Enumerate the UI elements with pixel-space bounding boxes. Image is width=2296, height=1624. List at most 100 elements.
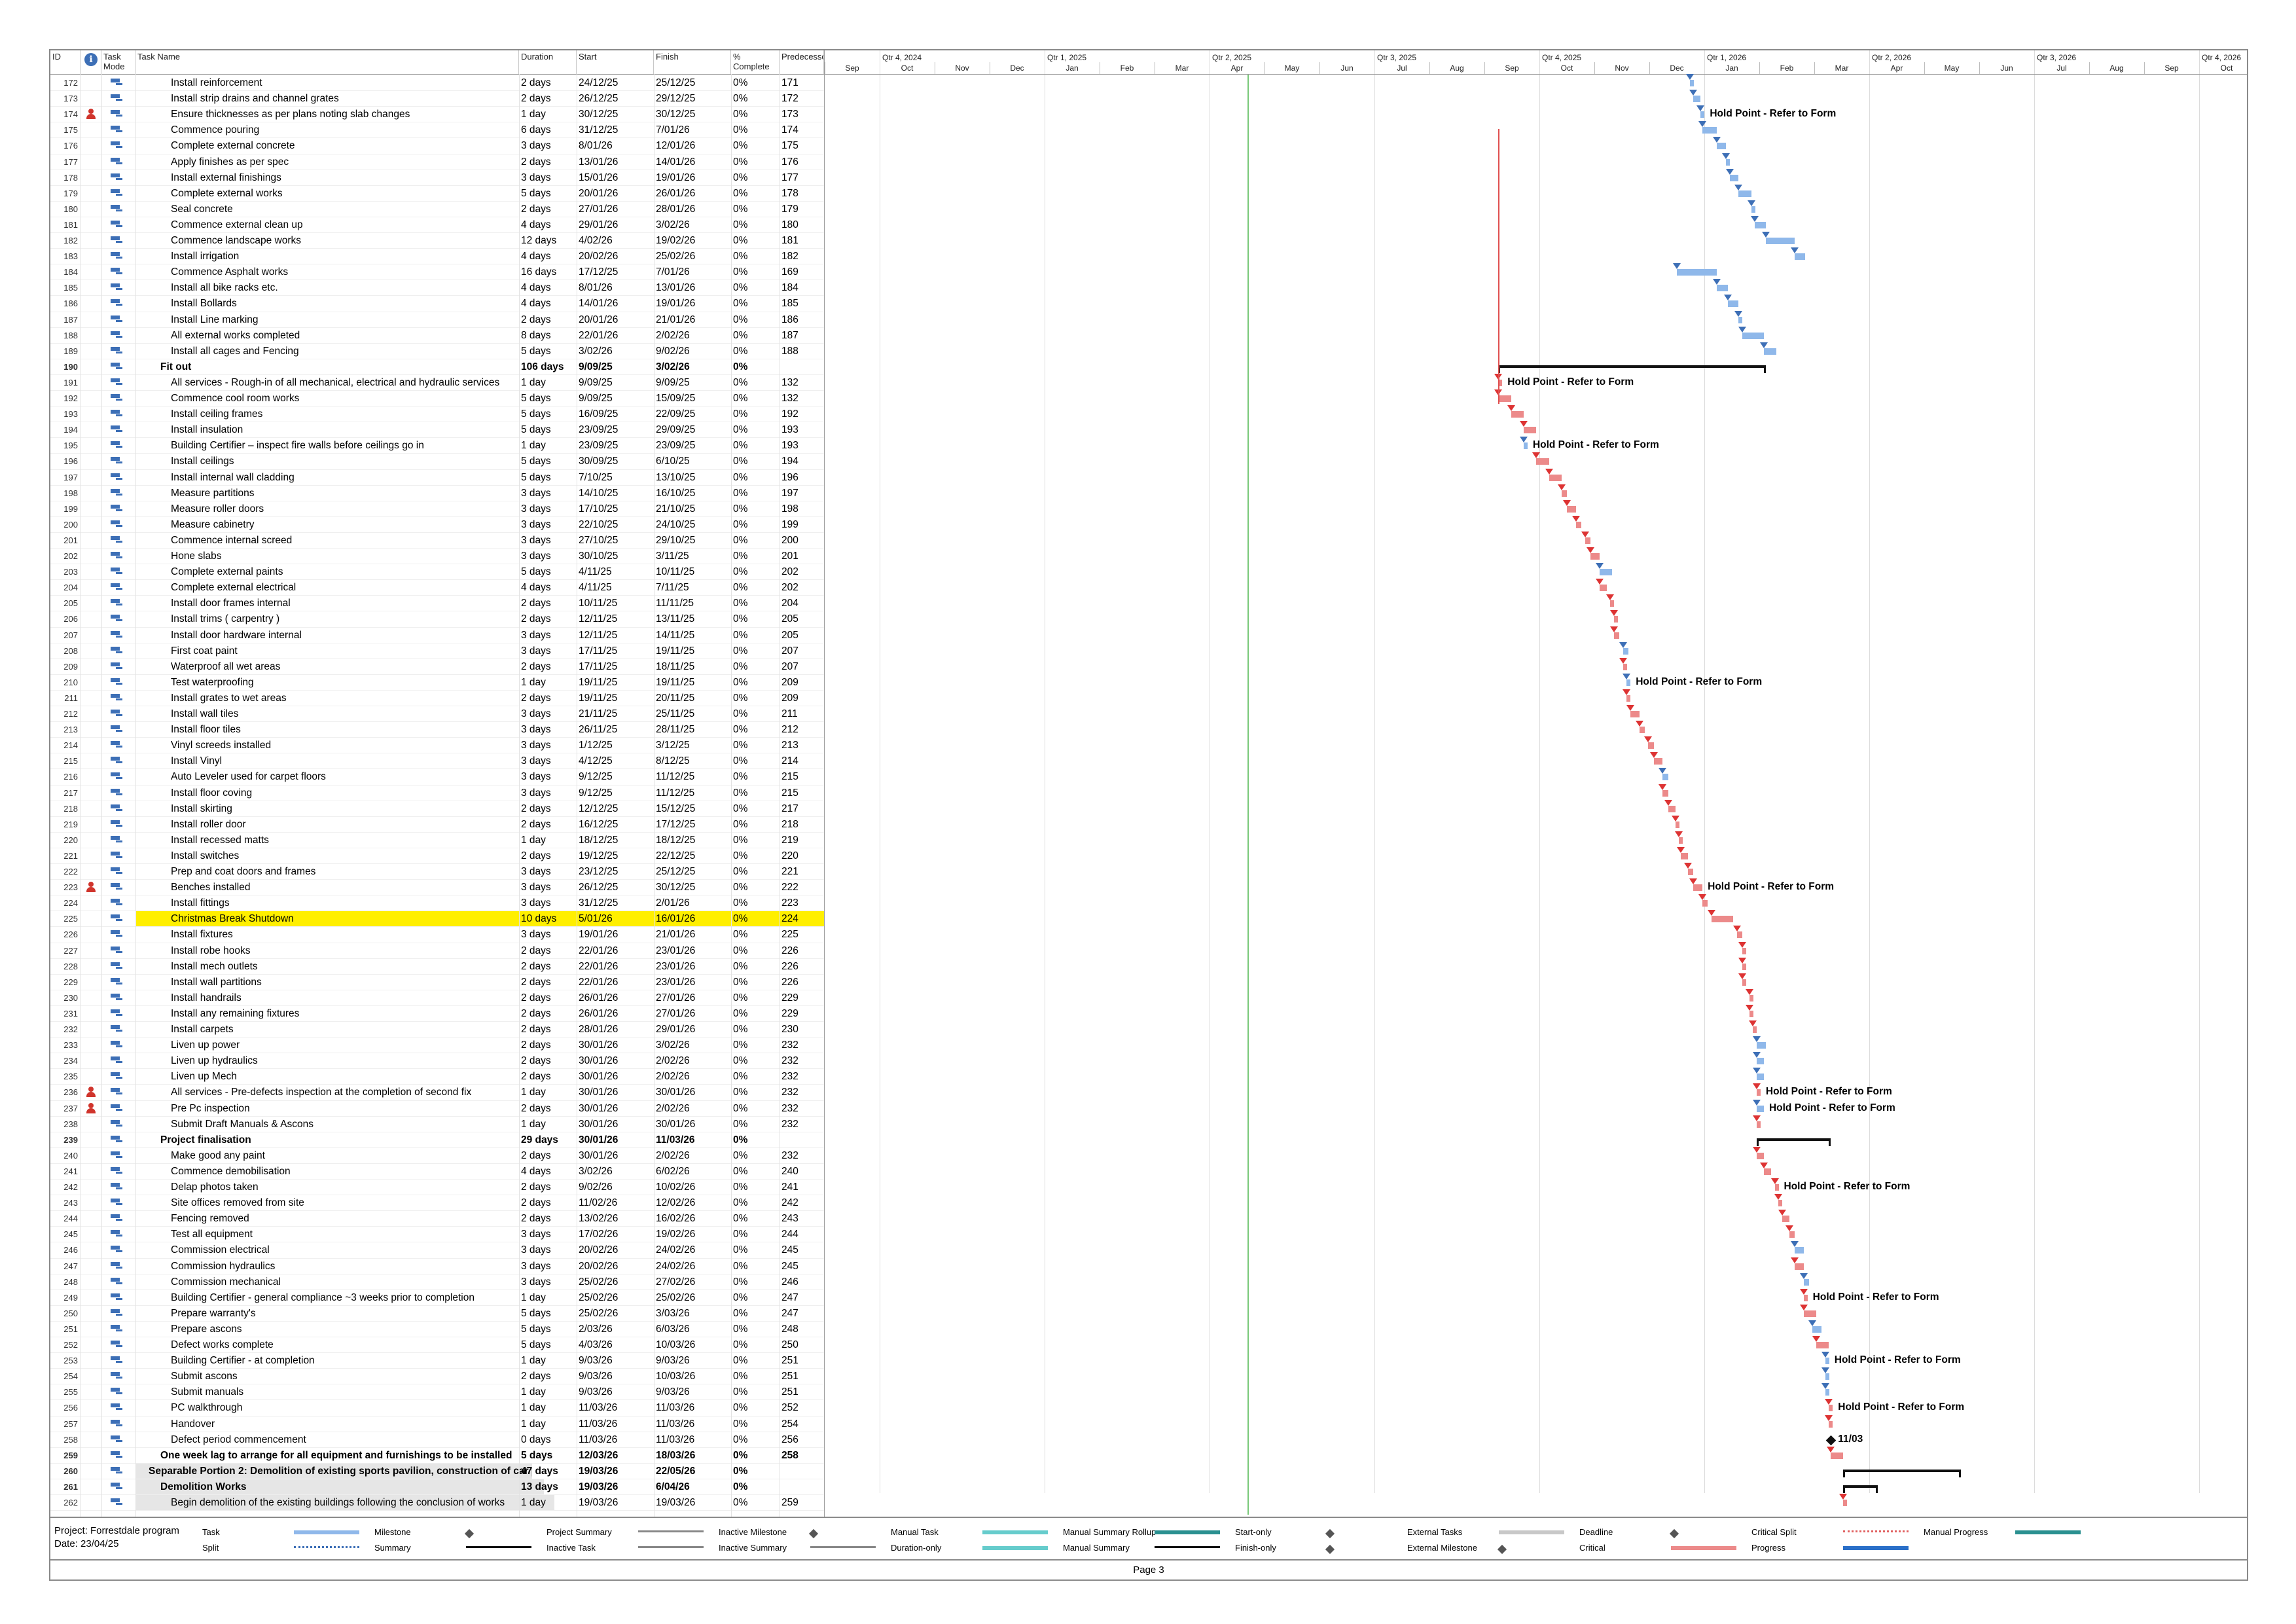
task-start[interactable]: 10/11/25: [579, 598, 618, 609]
table-row[interactable]: 233 Liven up power 2 days 30/01/26 3/02/26 0%…: [50, 1038, 824, 1053]
task-bar[interactable]: [1756, 1089, 1761, 1096]
task-predecessors[interactable]: 171: [781, 77, 798, 88]
task-predecessors[interactable]: 186: [781, 314, 798, 325]
task-finish[interactable]: 9/02/26: [656, 345, 690, 357]
task-bar[interactable]: [1756, 1074, 1764, 1081]
table-row[interactable]: 234 Liven up hydraulics 2 days 30/01/26 2/02…: [50, 1053, 824, 1068]
task-duration[interactable]: 3 days: [521, 1260, 551, 1272]
task-id[interactable]: 210: [63, 677, 78, 687]
task-duration[interactable]: 2 days: [521, 203, 551, 215]
task-predecessors[interactable]: 226: [781, 976, 798, 988]
task-id[interactable]: 238: [63, 1119, 78, 1129]
table-row[interactable]: 208 First coat paint 3 days 17/11/25 19/11/2…: [50, 643, 824, 659]
task-duration[interactable]: 2 days: [521, 156, 551, 168]
task-bar[interactable]: [1717, 285, 1728, 292]
task-start[interactable]: 20/02/26: [579, 1244, 619, 1256]
task-start[interactable]: 16/12/25: [579, 818, 619, 830]
task-bar[interactable]: [1662, 789, 1668, 797]
task-start[interactable]: 3/02/26: [579, 345, 613, 357]
task-bar[interactable]: [1803, 1294, 1808, 1301]
task-finish[interactable]: 14/11/25: [656, 629, 695, 641]
task-start[interactable]: 9/03/26: [579, 1371, 613, 1382]
task-name[interactable]: Building Certifier - at completion: [171, 1355, 315, 1367]
task-percent-complete[interactable]: 0%: [733, 187, 748, 199]
task-duration[interactable]: 3 days: [521, 1276, 551, 1288]
task-duration[interactable]: 5 days: [521, 393, 551, 404]
task-predecessors[interactable]: 222: [781, 882, 798, 893]
task-finish[interactable]: 11/03/26: [656, 1434, 695, 1445]
task-percent-complete[interactable]: 0%: [733, 945, 748, 956]
task-name[interactable]: Complete external concrete: [171, 140, 295, 152]
task-percent-complete[interactable]: 0%: [733, 1149, 748, 1161]
task-start[interactable]: 30/01/26: [579, 1087, 619, 1098]
task-name[interactable]: Install Line marking: [171, 314, 259, 325]
task-finish[interactable]: 7/01/26: [656, 266, 690, 278]
task-duration[interactable]: 1 day: [521, 1087, 546, 1098]
task-bar[interactable]: [1763, 348, 1777, 355]
table-row[interactable]: 259 One week lag to arrange for all equip…: [50, 1448, 824, 1463]
task-name[interactable]: Liven up power: [171, 1039, 240, 1051]
task-percent-complete[interactable]: 0%: [733, 976, 748, 988]
task-bar[interactable]: [1829, 1420, 1833, 1428]
task-name[interactable]: Demolition Works: [135, 1479, 544, 1494]
table-row[interactable]: 206 Install trims ( carpentry ) 2 days 12/1…: [50, 611, 824, 626]
task-name[interactable]: Fencing removed: [171, 1213, 249, 1225]
table-row[interactable]: 227 Install robe hooks 2 days 22/01/26 23/01…: [50, 943, 824, 958]
task-percent-complete[interactable]: 0%: [733, 1024, 748, 1035]
task-start[interactable]: 26/12/25: [579, 882, 619, 893]
table-row[interactable]: 257 Handover 1 day 11/03/26 11/03/26 0% 254: [50, 1416, 824, 1432]
task-start[interactable]: 28/01/26: [579, 1024, 619, 1035]
task-id[interactable]: 199: [63, 503, 78, 514]
task-bar[interactable]: [1511, 411, 1524, 418]
table-row[interactable]: 216 Auto Leveler used for carpet floors 3 …: [50, 769, 824, 784]
task-id[interactable]: 188: [63, 330, 78, 340]
task-percent-complete[interactable]: 0%: [733, 834, 748, 846]
task-duration[interactable]: 1 day: [521, 1402, 546, 1414]
table-row[interactable]: 219 Install roller door 2 days 16/12/25 17/1…: [50, 817, 824, 832]
task-predecessors[interactable]: 176: [781, 156, 798, 168]
task-percent-complete[interactable]: 0%: [733, 929, 748, 941]
task-finish[interactable]: 23/01/26: [656, 945, 696, 956]
task-percent-complete[interactable]: 0%: [733, 171, 748, 183]
task-name[interactable]: Vinyl screeds installed: [171, 740, 272, 751]
task-start[interactable]: 19/03/26: [579, 1481, 619, 1492]
table-row[interactable]: 252 Defect works complete 5 days 4/03/26 10/…: [50, 1337, 824, 1352]
task-id[interactable]: 230: [63, 992, 78, 1003]
task-start[interactable]: 19/01/26: [579, 929, 619, 941]
task-percent-complete[interactable]: 0%: [733, 803, 748, 814]
task-name[interactable]: Install handrails: [171, 992, 242, 1003]
task-name[interactable]: Commence internal screed: [171, 534, 293, 546]
task-id[interactable]: 245: [63, 1229, 78, 1240]
task-name[interactable]: Make good any paint: [171, 1149, 265, 1161]
task-finish[interactable]: 27/01/26: [656, 992, 696, 1003]
task-duration[interactable]: 2 days: [521, 93, 551, 105]
table-row[interactable]: 173 Install strip drains and channel grat…: [50, 91, 824, 106]
task-start[interactable]: 23/09/25: [579, 424, 619, 436]
task-bar[interactable]: [1789, 1231, 1795, 1238]
task-bar[interactable]: [1648, 742, 1654, 749]
task-finish[interactable]: 30/12/25: [656, 882, 696, 893]
task-name[interactable]: Waterproof all wet areas: [171, 660, 281, 672]
task-id[interactable]: 215: [63, 756, 78, 767]
table-row[interactable]: 262 Begin demolition of the existing buil…: [50, 1495, 824, 1510]
task-duration[interactable]: 2 days: [521, 1102, 551, 1114]
task-percent-complete[interactable]: 0%: [733, 1339, 748, 1350]
task-start[interactable]: 9/09/25: [579, 376, 613, 388]
task-predecessors[interactable]: 187: [781, 329, 798, 341]
task-start[interactable]: 17/10/25: [579, 503, 619, 514]
task-name[interactable]: Install grates to wet areas: [171, 692, 287, 704]
table-row[interactable]: 238 Submit Draft Manuals & Ascons 1 day 30/…: [50, 1117, 824, 1132]
task-duration[interactable]: 16 days: [521, 266, 557, 278]
task-id[interactable]: 235: [63, 1072, 78, 1082]
task-predecessors[interactable]: 192: [781, 408, 798, 420]
task-duration[interactable]: 1 day: [521, 109, 546, 120]
task-percent-complete[interactable]: 0%: [733, 613, 748, 625]
task-predecessors[interactable]: 243: [781, 1213, 798, 1225]
task-finish[interactable]: 14/01/26: [656, 156, 696, 168]
task-finish[interactable]: 17/12/25: [656, 818, 696, 830]
task-duration[interactable]: 5 days: [521, 408, 551, 420]
task-bar[interactable]: [1639, 727, 1645, 734]
task-bar[interactable]: [1831, 1452, 1844, 1459]
table-row[interactable]: 202 Hone slabs 3 days 30/10/25 3/11/25 0% 201: [50, 549, 824, 564]
task-predecessors[interactable]: 197: [781, 487, 798, 499]
